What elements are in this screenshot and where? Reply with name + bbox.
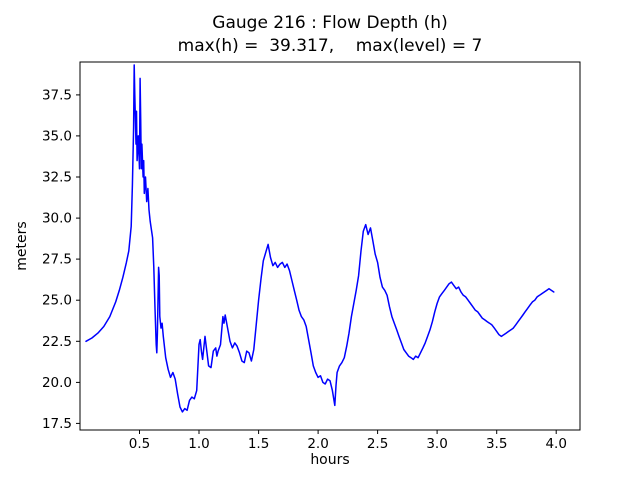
axes-box [79,61,581,431]
x-tick-label: 1.0 [188,436,209,452]
chart-title: Gauge 216 : Flow Depth (h) [212,13,448,33]
y-tick-label: 22.5 [42,334,72,350]
chart-subtitle: max(h) = 39.317, max(level) = 7 [177,35,483,56]
y-tick-label: 27.5 [42,252,72,268]
x-tick-label: 1.5 [248,436,269,452]
x-tick-label: 2.5 [367,436,388,452]
x-tick-label: 3.5 [486,436,507,452]
y-tick-label: 35.0 [42,128,72,144]
y-tick-label: 32.5 [42,170,72,186]
y-tick-label: 25.0 [42,293,72,309]
x-tick-label: 4.0 [545,436,566,452]
y-axis-label: meters [14,221,30,271]
x-tick-label: 2.0 [307,436,328,452]
y-tick-label: 20.0 [42,375,72,391]
flow-depth-line [85,64,555,413]
y-tick-label: 17.5 [42,416,72,432]
x-tick-label: 0.5 [129,436,150,452]
y-tick-label: 30.0 [42,211,72,227]
y-tick-label: 37.5 [42,87,72,103]
title-block: Gauge 216 : Flow Depth (h) max(h) = 39.3… [80,12,580,58]
x-tick-label: 3.0 [426,436,447,452]
x-axis-label: hours [310,452,350,468]
